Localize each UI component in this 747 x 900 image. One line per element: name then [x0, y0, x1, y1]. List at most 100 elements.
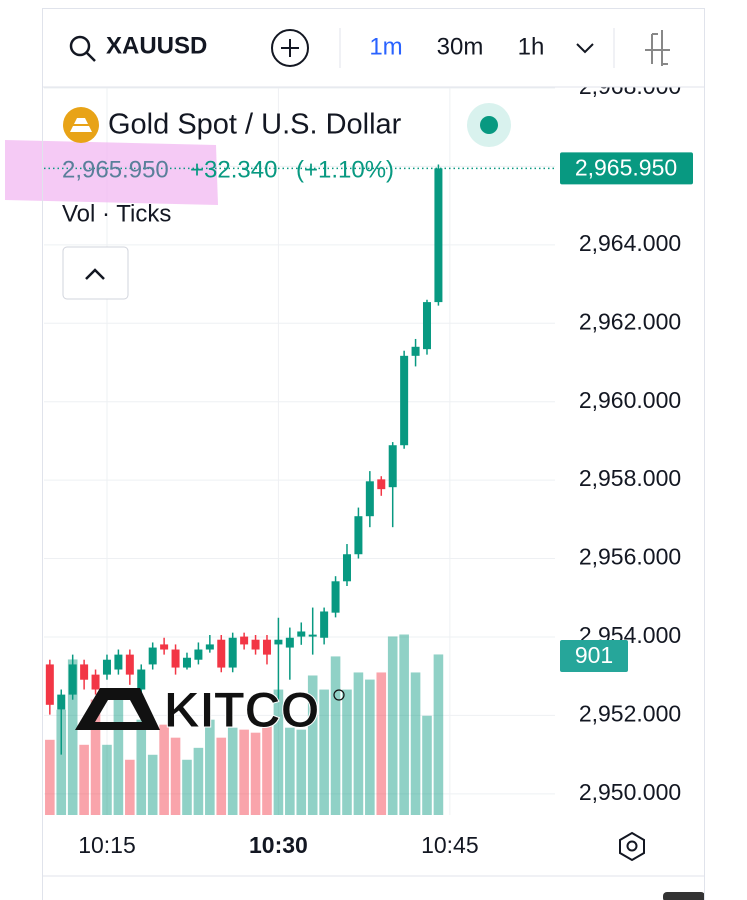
- candle-body: [434, 168, 443, 303]
- volume-bar: [136, 719, 147, 815]
- candle-body: [240, 636, 249, 645]
- y-tick-label: 2,950.000: [579, 779, 681, 805]
- corner-control: [663, 892, 705, 900]
- candle-body: [228, 637, 237, 668]
- chart-type-icon[interactable]: [645, 30, 670, 66]
- candle-body: [320, 611, 329, 638]
- volume-bar: [182, 759, 192, 815]
- last-price-label: 2,965.950: [575, 154, 677, 180]
- candle-body: [274, 639, 283, 645]
- y-tick-label: 2,952.000: [579, 700, 681, 726]
- y-tick-label: 2,958.000: [579, 465, 681, 491]
- settings-button[interactable]: [619, 831, 645, 862]
- volume-bar: [365, 679, 375, 815]
- search-icon: [69, 35, 91, 57]
- watermark: KITCO: [75, 682, 345, 739]
- volume-bar: [319, 689, 329, 815]
- y-tick-label: 2,962.000: [579, 308, 681, 334]
- legend-price: 2,965.950: [62, 156, 169, 183]
- volume-bar: [205, 719, 215, 815]
- candle-body: [354, 516, 363, 555]
- candle-body: [171, 649, 180, 668]
- candle-body: [194, 649, 203, 660]
- last-price-tag: [560, 152, 693, 185]
- volume-bar: [262, 724, 272, 815]
- candle-body: [160, 644, 169, 650]
- candle-body: [57, 694, 66, 710]
- volume-bar: [387, 636, 398, 815]
- volume-bar: [159, 724, 169, 815]
- volume-bar: [79, 744, 89, 815]
- interval-tab[interactable]: 30m: [437, 33, 484, 60]
- candle-body: [182, 657, 191, 668]
- volume-bar: [147, 754, 158, 815]
- collapse-legend-button[interactable]: [62, 246, 129, 300]
- card-border: [42, 8, 705, 900]
- candle-body: [137, 669, 146, 690]
- compare-button[interactable]: [271, 29, 309, 67]
- candle-body: [411, 346, 420, 356]
- volume-bar: [433, 654, 444, 815]
- volume-bar: [410, 672, 421, 815]
- toolbar: [43, 9, 704, 87]
- x-tick-label: 10:30: [249, 832, 308, 858]
- interval-tab[interactable]: 1m: [369, 33, 402, 60]
- interval-tab[interactable]: 1h: [518, 33, 545, 60]
- volume-bar: [45, 739, 55, 815]
- volume-bar: [376, 672, 387, 815]
- volume-bar: [342, 689, 352, 815]
- legend-change-percent: (+1.10%): [296, 156, 394, 183]
- watermark-text: KITCO: [164, 682, 320, 738]
- volume-bar: [56, 709, 67, 815]
- candle-body: [45, 664, 54, 705]
- symbol-logo: [70, 118, 92, 132]
- candle-body: [125, 654, 134, 675]
- volume-bar: [285, 727, 295, 815]
- candle-body: [297, 631, 306, 637]
- search-icon: [86, 52, 96, 62]
- button-frame: [62, 246, 129, 300]
- volume-bar: [422, 715, 432, 815]
- interval-tabs: 1m 30m 1h: [369, 33, 544, 60]
- volume-bar: [193, 747, 204, 815]
- volume-bar: [216, 737, 227, 815]
- volume-bar: [296, 729, 307, 815]
- volume-bar: [67, 659, 78, 815]
- symbol-logo: [63, 107, 99, 143]
- watermark-logo: [75, 688, 160, 730]
- volume-bar: [125, 759, 135, 815]
- volume-bar: [227, 727, 238, 815]
- y-tick-label: 2,960.000: [579, 387, 681, 413]
- candle-body: [102, 659, 111, 675]
- status-indicator: [480, 116, 498, 134]
- y-tick-label: 2,964.000: [579, 230, 681, 256]
- y-tick-label: 2,956.000: [579, 544, 681, 570]
- volume-legend: Vol · Ticks: [62, 200, 171, 227]
- candle-body: [68, 664, 77, 695]
- candle-body: [388, 445, 397, 488]
- plus-icon: [271, 29, 309, 67]
- volume-label: 901: [575, 642, 613, 668]
- candle-body: [80, 664, 89, 680]
- volume-bar: [273, 689, 284, 815]
- candle-body: [422, 302, 431, 350]
- legend-change: +32.340: [190, 156, 277, 183]
- volume-bar: [239, 729, 249, 815]
- candle-body: [148, 647, 157, 665]
- symbol[interactable]: XAUUSD: [106, 32, 207, 59]
- search-button[interactable]: XAUUSD: [69, 32, 207, 62]
- volume-bar: [113, 699, 124, 815]
- x-tick-label: 10:15: [78, 832, 136, 858]
- highlight: [5, 140, 218, 205]
- interval-dropdown[interactable]: [576, 43, 594, 54]
- candle-body: [285, 637, 294, 648]
- volume-bar: [330, 656, 341, 815]
- settings-icon: [626, 840, 638, 852]
- overlay: 2,965.950 901: [44, 152, 693, 672]
- volume-bar: [399, 634, 409, 815]
- volume-bar: [170, 737, 181, 815]
- candle-body: [331, 581, 340, 613]
- x-tick-label: 10:45: [421, 832, 479, 858]
- candle-body: [262, 639, 271, 655]
